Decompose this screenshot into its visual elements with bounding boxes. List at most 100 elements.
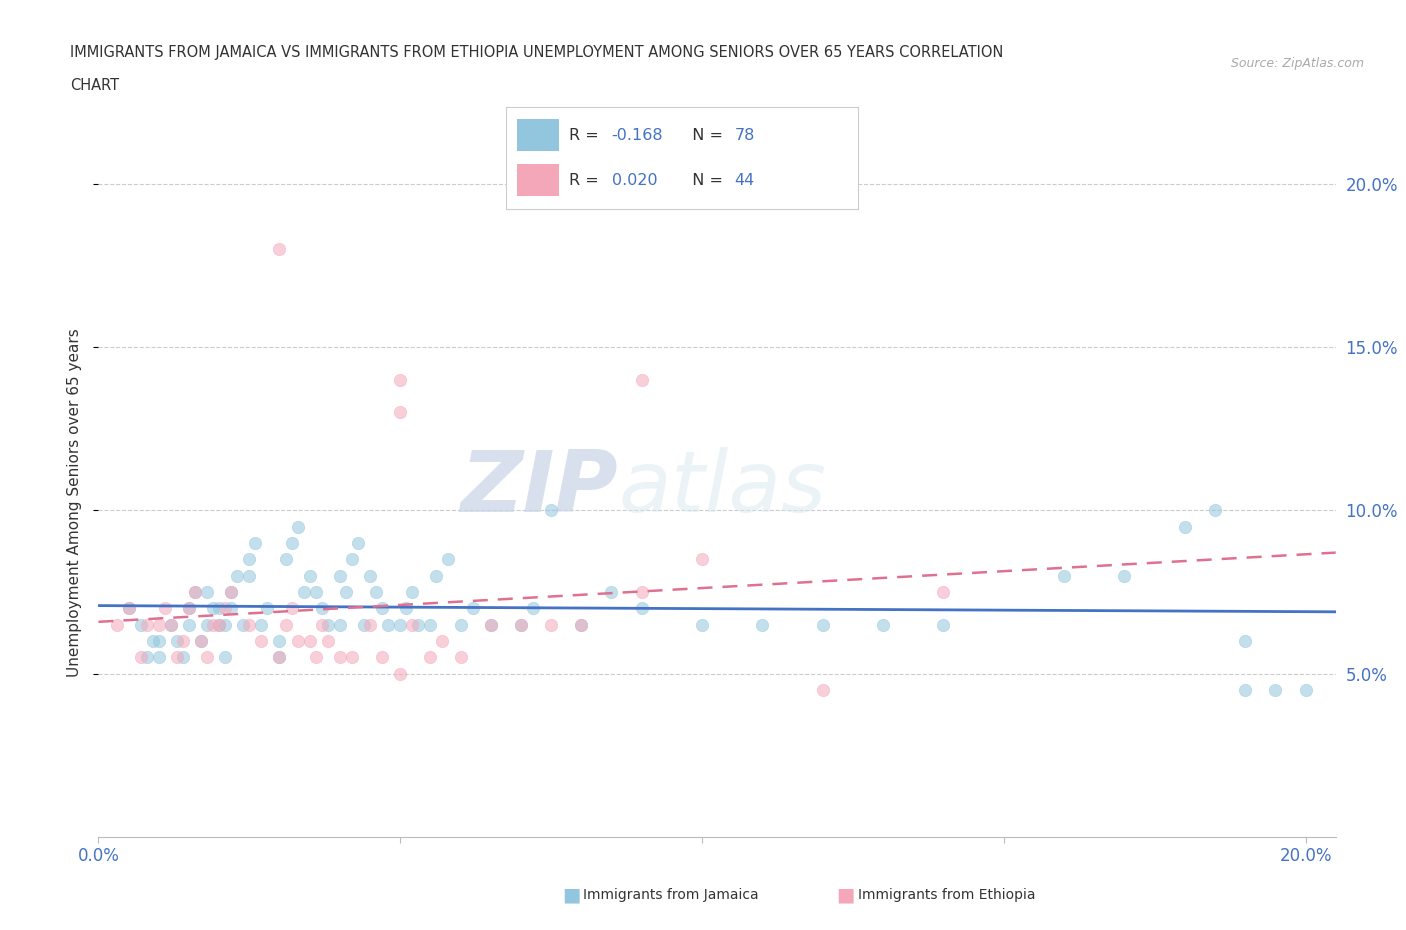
Point (811, 618, 834, 632)
Point (135, 618, 157, 632)
Point (195, 618, 218, 632)
Point (219, 585, 242, 600)
Text: N =: N = (682, 173, 728, 188)
Point (105, 618, 128, 632)
Text: CHART: CHART (70, 78, 120, 93)
Point (522, 601, 544, 616)
Point (359, 568, 381, 583)
Point (364, 585, 387, 600)
Point (690, 618, 713, 632)
Point (166, 633, 188, 648)
Point (371, 601, 394, 616)
Point (872, 618, 894, 632)
Point (1174, 519, 1197, 534)
Point (190, 633, 212, 648)
Point (195, 650, 218, 665)
Point (148, 650, 170, 665)
Point (129, 618, 152, 632)
Point (166, 650, 188, 665)
Point (190, 633, 212, 648)
Point (311, 618, 333, 632)
Point (238, 618, 260, 632)
Point (280, 601, 302, 616)
Point (932, 585, 955, 600)
Point (347, 536, 370, 551)
Point (316, 618, 339, 632)
Point (142, 633, 165, 648)
Point (202, 618, 225, 632)
Text: N =: N = (682, 128, 728, 143)
Point (329, 618, 352, 632)
Point (117, 601, 139, 616)
Point (479, 618, 502, 632)
Point (274, 618, 297, 632)
Point (425, 568, 447, 583)
Point (437, 551, 460, 566)
Point (1234, 683, 1257, 698)
Point (177, 601, 200, 616)
Text: atlas: atlas (619, 447, 827, 530)
Text: ■: ■ (837, 885, 855, 904)
Point (208, 618, 231, 632)
Point (690, 551, 713, 566)
Point (630, 585, 652, 600)
Point (208, 618, 231, 632)
Point (202, 601, 225, 616)
Point (1234, 633, 1257, 648)
Point (184, 585, 207, 600)
Point (479, 618, 502, 632)
Point (1204, 503, 1226, 518)
Point (117, 601, 139, 616)
Point (340, 650, 363, 665)
Y-axis label: Unemployment Among Seniors over 65 years: Unemployment Among Seniors over 65 years (67, 328, 83, 677)
Point (195, 585, 218, 600)
Point (287, 633, 309, 648)
Point (408, 618, 430, 632)
Point (226, 568, 249, 583)
Point (389, 405, 412, 419)
Text: IMMIGRANTS FROM JAMAICA VS IMMIGRANTS FROM ETHIOPIA UNEMPLOYMENT AMONG SENIORS O: IMMIGRANTS FROM JAMAICA VS IMMIGRANTS FR… (70, 46, 1004, 60)
Point (184, 585, 207, 600)
Point (1053, 568, 1076, 583)
Point (509, 618, 531, 632)
Point (280, 536, 302, 551)
Point (214, 601, 236, 616)
Point (371, 650, 394, 665)
Point (269, 650, 291, 665)
Point (461, 601, 484, 616)
Point (208, 601, 231, 616)
Point (450, 618, 472, 632)
Point (148, 618, 170, 632)
Point (214, 618, 236, 632)
FancyBboxPatch shape (517, 165, 560, 196)
Point (172, 650, 194, 665)
Point (389, 666, 412, 681)
Point (153, 601, 176, 616)
Point (389, 372, 412, 387)
Point (419, 618, 441, 632)
Text: 44: 44 (734, 173, 755, 188)
Point (287, 519, 309, 534)
Point (377, 618, 399, 632)
Point (569, 618, 592, 632)
Point (401, 618, 423, 632)
Point (509, 618, 531, 632)
Point (311, 601, 333, 616)
Point (269, 242, 291, 257)
Point (329, 650, 352, 665)
FancyBboxPatch shape (517, 119, 560, 151)
Point (630, 372, 652, 387)
Point (298, 568, 321, 583)
Point (177, 618, 200, 632)
Point (269, 633, 291, 648)
Point (238, 568, 260, 583)
Point (353, 618, 375, 632)
Text: 0.020: 0.020 (612, 173, 657, 188)
Point (177, 601, 200, 616)
Point (160, 618, 183, 632)
Point (450, 650, 472, 665)
Point (274, 551, 297, 566)
Point (359, 618, 381, 632)
Point (305, 585, 328, 600)
Text: R =: R = (569, 173, 605, 188)
